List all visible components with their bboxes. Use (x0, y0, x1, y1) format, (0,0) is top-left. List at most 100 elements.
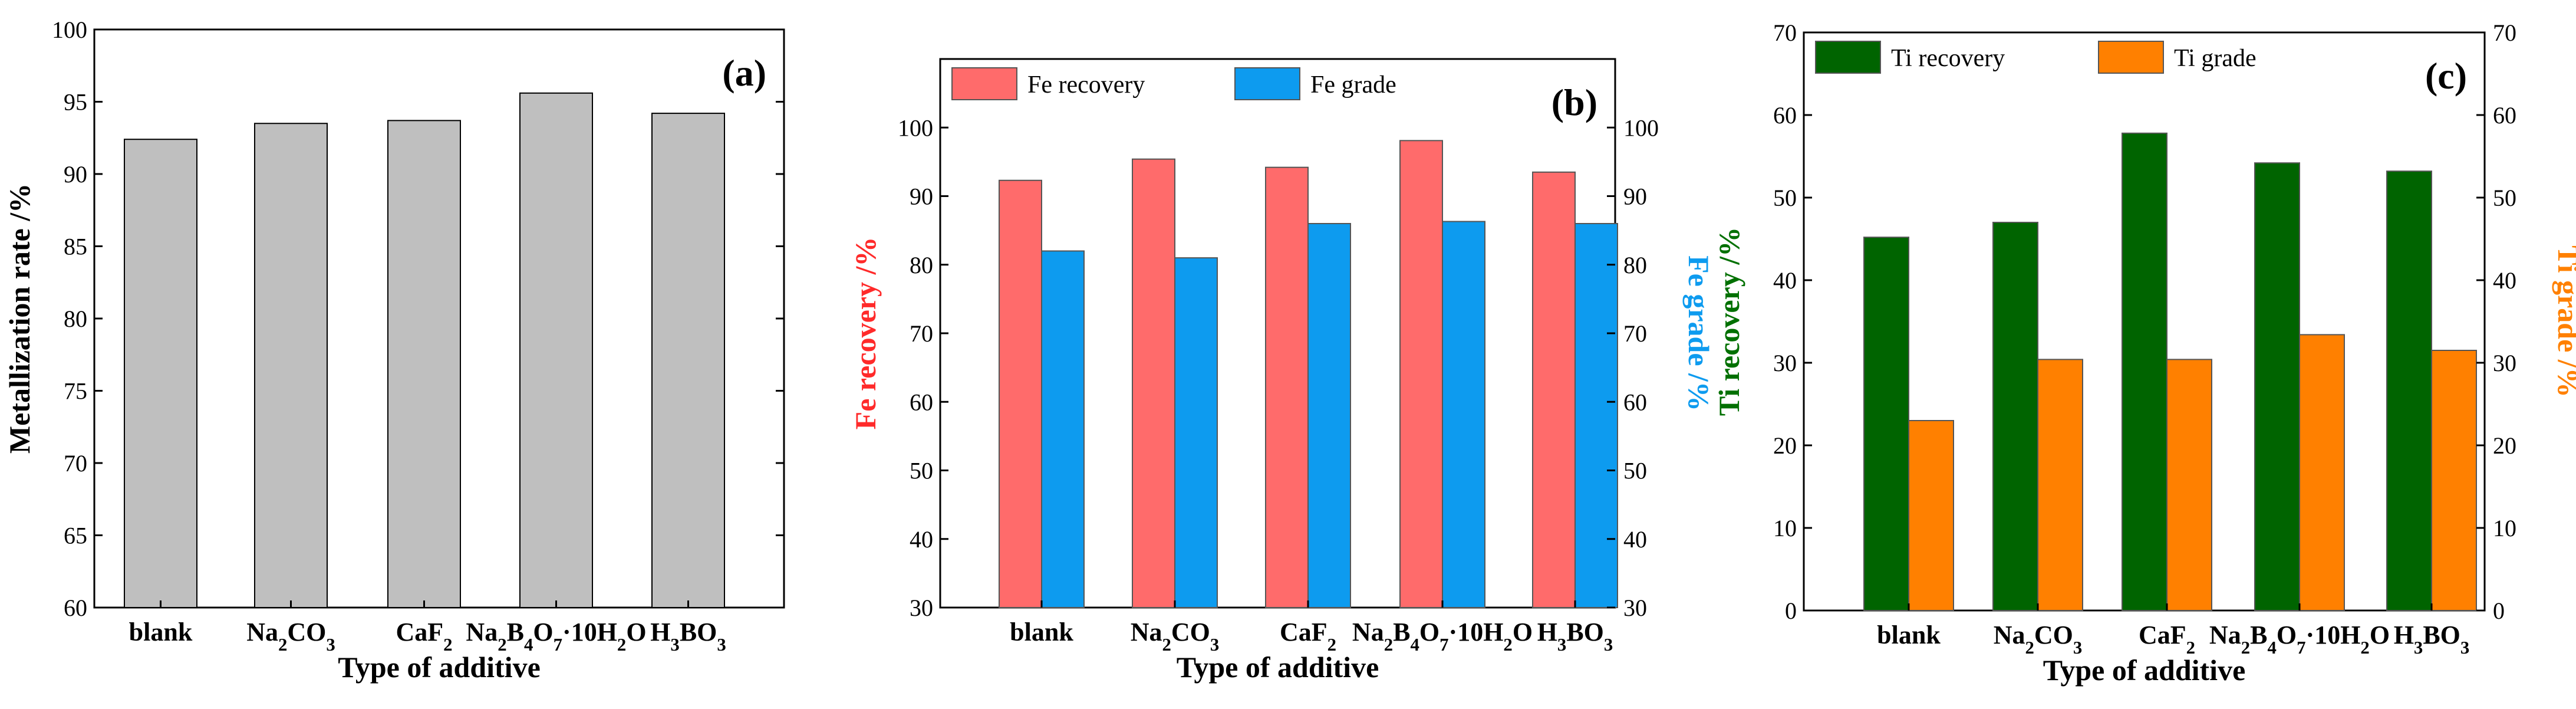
bar-fe-recovery-h3bo3 (1532, 171, 1576, 608)
y-tick-label: 80 (910, 252, 933, 278)
bar-ti-recovery-na2b4o7-10h2o (2254, 162, 2300, 611)
y-tick-label: 70 (1773, 19, 1797, 46)
bar-ti-recovery-h3bo3 (2386, 170, 2432, 611)
y-right-tick-label: 60 (2493, 102, 2516, 129)
x-tick-label-h3bo3: H3BO3 (650, 618, 726, 655)
y-tick-label: 60 (910, 389, 933, 415)
x-tick-label-h3bo3: H3BO3 (2394, 621, 2470, 658)
y-tick-label: 85 (64, 234, 87, 260)
x-tick-label-blank: blank (1010, 618, 1073, 646)
x-tick-label-caf2: CaF2 (396, 618, 452, 655)
bar-value-blank (124, 139, 197, 608)
x-tick-label-caf2: CaF2 (1280, 618, 1336, 655)
y-right-tick-label: 80 (1623, 252, 1647, 278)
bar-value-h3bo3 (651, 113, 725, 609)
y-right-tick-label: 40 (1623, 526, 1647, 553)
x-tick-label-caf2: CaF2 (2139, 621, 2195, 658)
y-tick-label: 0 (1785, 598, 1797, 624)
y-tick-label: 100 (52, 17, 87, 43)
bar-fe-grade-caf2 (1307, 223, 1351, 608)
y-tick-label: 50 (1773, 185, 1797, 211)
bar-fe-grade-blank (1041, 250, 1085, 608)
bar-ti-recovery-caf2 (2122, 132, 2167, 612)
y-right-tick-label: 50 (2493, 185, 2516, 211)
y-right-tick-label: 30 (2493, 350, 2516, 376)
legend-swatch-ti-grade (2098, 41, 2164, 74)
bar-value-na2co3 (254, 123, 328, 608)
x-axis-label: Type of additive (2043, 654, 2246, 687)
bar-ti-grade-na2b4o7-10h2o (2299, 334, 2345, 612)
y-right-tick-label: 90 (1623, 183, 1647, 210)
x-tick-label-blank: blank (129, 618, 193, 646)
x-tick-label-na2b4o7-10h2o: Na2B4O7·10H2O (466, 618, 646, 655)
y-right-tick-label: 40 (2493, 267, 2516, 294)
y-tick-label: 40 (1773, 267, 1797, 294)
y-tick-label: 70 (910, 320, 933, 347)
x-tick-label-na2b4o7-10h2o: Na2B4O7·10H2O (1352, 618, 1533, 655)
y-right-tick-label: 10 (2493, 515, 2516, 541)
x-axis-label: Type of additive (1177, 651, 1379, 684)
bar-fe-recovery-blank (999, 179, 1042, 608)
legend-label-ti-recovery: Ti recovery (1891, 45, 2005, 72)
x-tick-label-na2co3: Na2CO3 (1131, 618, 1220, 655)
y-tick-label: 20 (1773, 432, 1797, 459)
y-right-tick-label: 20 (2493, 432, 2516, 459)
bar-fe-recovery-caf2 (1265, 166, 1309, 608)
y-tick-label: 100 (898, 114, 933, 141)
y-tick-label: 80 (64, 306, 87, 332)
y-tick-label: 70 (64, 450, 87, 477)
x-tick-label-h3bo3: H3BO3 (1537, 618, 1613, 655)
y-tick-label: 75 (64, 378, 87, 405)
y-tick-label: 50 (910, 458, 933, 484)
x-axis-label: Type of additive (338, 651, 541, 684)
bar-fe-grade-h3bo3 (1574, 223, 1618, 608)
y-right-tick-label: 70 (1623, 320, 1647, 347)
bar-value-caf2 (387, 120, 461, 609)
legend-label-ti-grade: Ti grade (2174, 45, 2257, 72)
y-tick-label: 30 (1773, 350, 1797, 376)
bar-ti-recovery-na2co3 (1992, 222, 2038, 611)
panel-label: (a) (722, 52, 766, 94)
panel-label: (c) (2425, 55, 2467, 97)
y-axis-label-right: Fe grade /% (1682, 255, 1715, 411)
y-right-tick-label: 60 (1623, 389, 1647, 415)
legend-swatch-fe-recovery (951, 67, 1017, 100)
bar-ti-recovery-blank (1863, 237, 1909, 611)
y-axis-label: Fe recovery /% (849, 237, 882, 430)
y-tick-label: 40 (910, 526, 933, 553)
y-tick-label: 90 (910, 183, 933, 210)
y-right-tick-label: 70 (2493, 19, 2516, 46)
y-tick-label: 30 (910, 595, 933, 621)
legend-label-fe-grade: Fe grade (1310, 71, 1396, 99)
chart-panel-2: 30 40 50 60 70 80 90 100 30 40 50 60 70 80 90 100 blank N… (849, 58, 1715, 684)
y-axis-label-right: Ti grade /% (2552, 245, 2576, 397)
bar-ti-grade-caf2 (2166, 359, 2212, 612)
y-tick-label: 90 (64, 161, 87, 188)
x-tick-label-blank: blank (1877, 621, 1941, 649)
bar-ti-grade-blank (1908, 420, 1954, 611)
y-axis-label: Ti recovery /% (1712, 227, 1745, 416)
chart-panel-1: 60 65 70 75 80 85 90 95 100 blank Na2CO3 CaF2 Na2B4O… (3, 17, 785, 684)
y-tick-label: 60 (64, 595, 87, 621)
bar-fe-recovery-na2co3 (1132, 158, 1175, 609)
legend-swatch-ti-recovery (1815, 41, 1881, 74)
bar-value-na2b4o7-10h2o (519, 92, 593, 609)
x-tick-label-na2co3: Na2CO3 (246, 618, 335, 655)
y-tick-label: 95 (64, 89, 87, 116)
y-tick-label: 60 (1773, 102, 1797, 129)
bar-fe-grade-na2b4o7-10h2o (1442, 221, 1485, 608)
legend-label-fe-recovery: Fe recovery (1027, 71, 1145, 99)
bar-ti-grade-na2co3 (2037, 359, 2083, 612)
bar-ti-grade-h3bo3 (2431, 350, 2477, 611)
y-tick-label: 65 (64, 523, 87, 549)
chart-panel-3: 0 10 20 30 40 50 60 70 0 10 20 30 40 50 60 70 blank Na2CO… (1712, 19, 2576, 687)
bar-fe-recovery-na2b4o7-10h2o (1399, 140, 1443, 608)
bar-fe-grade-na2co3 (1174, 257, 1218, 608)
y-right-tick-label: 30 (1623, 595, 1647, 621)
x-tick-label-na2b4o7-10h2o: Na2B4O7·10H2O (2209, 621, 2390, 658)
legend-swatch-fe-grade (1234, 67, 1300, 100)
y-right-tick-label: 0 (2493, 598, 2505, 624)
y-right-tick-label: 50 (1623, 458, 1647, 484)
x-tick-label-na2co3: Na2CO3 (1994, 621, 2083, 658)
